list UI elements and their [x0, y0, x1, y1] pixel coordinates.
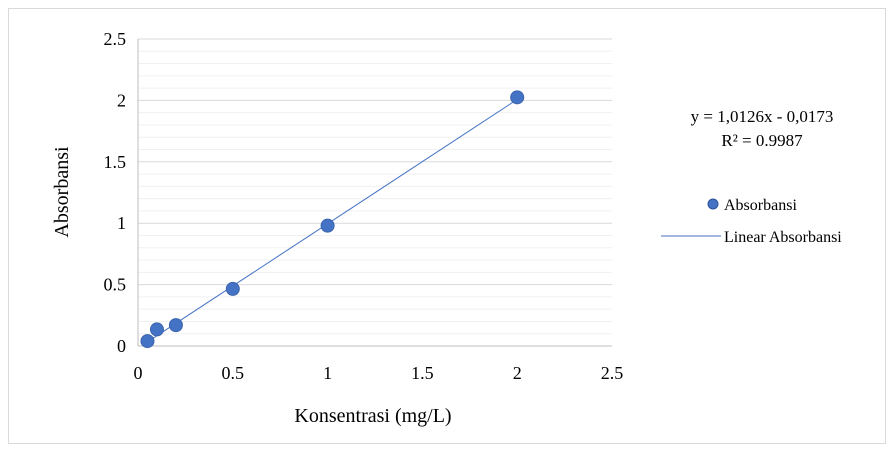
- trendline-equation: y = 1,0126x - 0,0173: [691, 107, 834, 126]
- y-tick-label: 2.5: [104, 29, 127, 49]
- x-tick-label: 1.5: [411, 363, 434, 383]
- data-point: [225, 281, 240, 296]
- data-point: [510, 90, 525, 105]
- grid-lines: [138, 38, 612, 335]
- data-point: [168, 318, 183, 333]
- x-axis-label: Konsentrasi (mg/L): [294, 405, 451, 427]
- y-tick-label: 0: [117, 336, 126, 356]
- x-tick-labels: 0 0.5 1 1.5 2 2.5: [134, 363, 624, 383]
- r-squared-label: R² = 0.9987: [721, 131, 803, 150]
- y-tick-labels: 0 0.5 1 1.5 2 2.5: [104, 29, 127, 356]
- axes: [137, 39, 612, 347]
- data-point: [149, 322, 164, 337]
- x-tick-label: 0.5: [222, 363, 245, 383]
- y-tick-label: 1: [117, 213, 126, 233]
- y-tick-label: 1.5: [104, 152, 127, 172]
- x-tick-label: 0: [134, 363, 143, 383]
- data-point: [320, 218, 335, 233]
- y-axis-label: Absorbansi: [51, 146, 73, 238]
- x-tick-label: 2.5: [601, 363, 624, 383]
- chart-frame: [8, 8, 886, 444]
- x-tick-label: 1: [323, 363, 332, 383]
- legend-marker-absorbansi: [707, 198, 719, 210]
- y-tick-label: 0.5: [104, 275, 127, 295]
- y-tick-label: 2: [117, 90, 126, 110]
- legend: Absorbansi Linear Absorbansi: [661, 197, 842, 246]
- x-tick-label: 2: [513, 363, 522, 383]
- legend-label-linear: Linear Absorbansi: [724, 229, 842, 246]
- data-points: [140, 90, 525, 349]
- legend-label-absorbansi: Absorbansi: [724, 197, 797, 214]
- data-point: [140, 334, 155, 349]
